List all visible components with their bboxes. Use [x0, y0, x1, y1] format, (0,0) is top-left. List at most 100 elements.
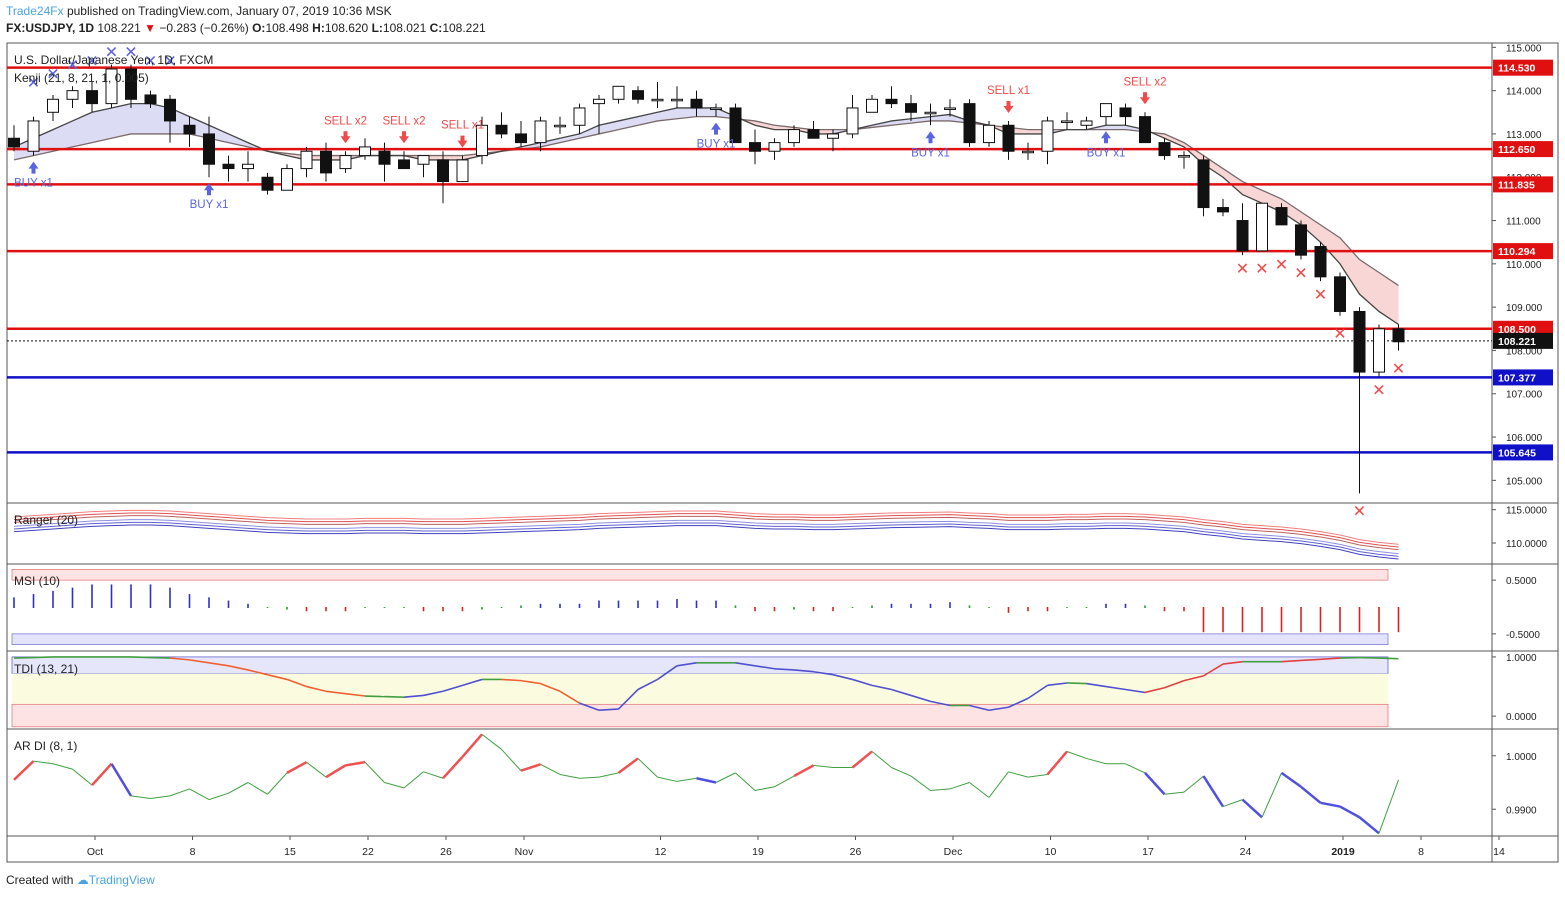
ardi-line-segment	[423, 771, 444, 779]
ardi-line-segment	[637, 758, 658, 778]
tdi-line-segment	[969, 704, 990, 712]
tdi-line-segment	[832, 673, 853, 681]
tdi-line-segment	[735, 662, 756, 667]
time-tick-label: 26	[440, 846, 452, 858]
price-tick-label: 106.000	[1506, 433, 1543, 444]
candle	[846, 107, 859, 135]
ardi-line-segment	[949, 782, 970, 790]
candle	[417, 155, 430, 165]
tdi-line-segment	[1222, 660, 1243, 665]
author-link[interactable]: Trade24Fx	[6, 4, 64, 18]
candle	[164, 98, 176, 122]
ema-ribbon-fill	[1145, 129, 1399, 325]
candle	[125, 68, 137, 100]
candle	[944, 107, 956, 110]
tdi-line-segment	[676, 662, 697, 667]
buy-signal-label: BUY x1	[1087, 147, 1126, 159]
tdi-line-segment	[345, 692, 366, 697]
ardi-line-segment	[930, 788, 951, 792]
x-mark-icon: ✕	[1314, 285, 1327, 304]
tdi-line-segment	[501, 678, 522, 682]
level-tag	[1493, 176, 1553, 193]
tdi-line-segment	[267, 673, 288, 681]
ardi-line-segment	[306, 761, 327, 778]
ardi-line-segment	[1339, 805, 1361, 819]
level-tag-label: 114.530	[1498, 63, 1536, 75]
ardi-line-segment	[891, 767, 912, 777]
ohlc-line: FX:USDJPY, 1D 108.221 ▼ −0.283 (−0.26%) …	[6, 20, 486, 37]
tdi-line-segment	[852, 678, 873, 687]
ardi-line-segment	[130, 795, 151, 800]
ardi-line-segment	[403, 771, 424, 789]
ardi-line-segment	[1144, 772, 1166, 796]
tdi-line-segment	[1105, 685, 1126, 691]
ardi-line-segment	[345, 760, 366, 767]
tdi-line-segment	[442, 684, 463, 693]
tdi-line-segment	[189, 659, 210, 664]
buy-arrow-icon	[1101, 131, 1111, 144]
ardi-line-segment	[910, 775, 931, 791]
candle	[339, 155, 352, 170]
tdi-line-segment	[1027, 684, 1048, 700]
candle	[749, 142, 761, 152]
buy-arrow-icon	[925, 131, 936, 144]
tdi-line-segment	[891, 688, 912, 697]
candle	[456, 159, 469, 183]
tdi-upper-zone	[11, 656, 1389, 674]
candle	[66, 90, 79, 100]
tdi-line-segment	[617, 688, 639, 710]
ema-ribbon-fill	[833, 114, 989, 134]
candle	[1334, 276, 1346, 312]
symbol-label: FX:USDJPY, 1D	[6, 21, 95, 35]
x-mark-icon: ✕	[85, 51, 98, 70]
tradingview-link[interactable]: TradingView	[88, 873, 155, 887]
x-mark-icon: ✕	[144, 51, 157, 70]
ranger-tick-label: 110.0000	[1506, 539, 1547, 550]
level-tag	[1493, 320, 1553, 337]
ardi-line-segment	[988, 771, 1009, 798]
ardi-line-segment	[871, 751, 892, 768]
tdi-line-segment	[793, 669, 814, 673]
candle	[183, 124, 196, 135]
ardi-line-segment	[33, 760, 54, 765]
candle	[1392, 328, 1405, 343]
created-with-text: Created with	[6, 873, 74, 887]
candle	[105, 68, 118, 105]
time-tick-label: Oct	[87, 846, 103, 858]
ranger-band-line	[13, 524, 1399, 560]
tdi-line-segment	[33, 656, 54, 659]
ardi-line-segment	[774, 775, 795, 788]
time-tick-label: Dec	[944, 846, 963, 858]
tdi-line-segment	[325, 690, 346, 695]
change-value: −0.283 (−0.26%)	[159, 21, 249, 35]
ardi-line-segment	[325, 764, 347, 779]
ardi-line-segment	[1358, 816, 1380, 835]
candle	[300, 150, 313, 170]
candle	[788, 129, 800, 144]
tradingview-logo-icon: ☁	[76, 873, 89, 887]
msi-tick-label: 0.5000	[1506, 576, 1537, 587]
ardi-line-segment	[813, 764, 834, 769]
ardi-line-segment	[735, 772, 756, 791]
ranger-tick-label: 115.0000	[1506, 506, 1547, 517]
candle	[398, 159, 410, 170]
x-mark-icon: ✕	[1236, 259, 1249, 278]
x-mark-icon: ✕	[66, 56, 79, 75]
tdi-line-segment	[130, 656, 151, 659]
time-tick-label: 24	[1240, 846, 1252, 858]
tdi-line-segment	[1008, 697, 1029, 708]
tdi-line-segment	[403, 694, 424, 698]
sell-signal-label: SELL x1	[441, 120, 484, 132]
ardi-line-segment	[1261, 772, 1282, 818]
time-tick-label: 12	[655, 846, 667, 858]
tdi-line-segment	[286, 678, 307, 688]
tdi-line-segment	[1144, 686, 1165, 694]
tdi-line-segment	[754, 665, 775, 670]
candle	[515, 133, 527, 144]
ardi-line-segment	[286, 761, 308, 774]
buy-signal-label: BUY x1	[697, 139, 736, 151]
candle	[1178, 155, 1190, 158]
tdi-line-segment	[1164, 679, 1185, 689]
tdi-line-segment	[774, 667, 795, 671]
